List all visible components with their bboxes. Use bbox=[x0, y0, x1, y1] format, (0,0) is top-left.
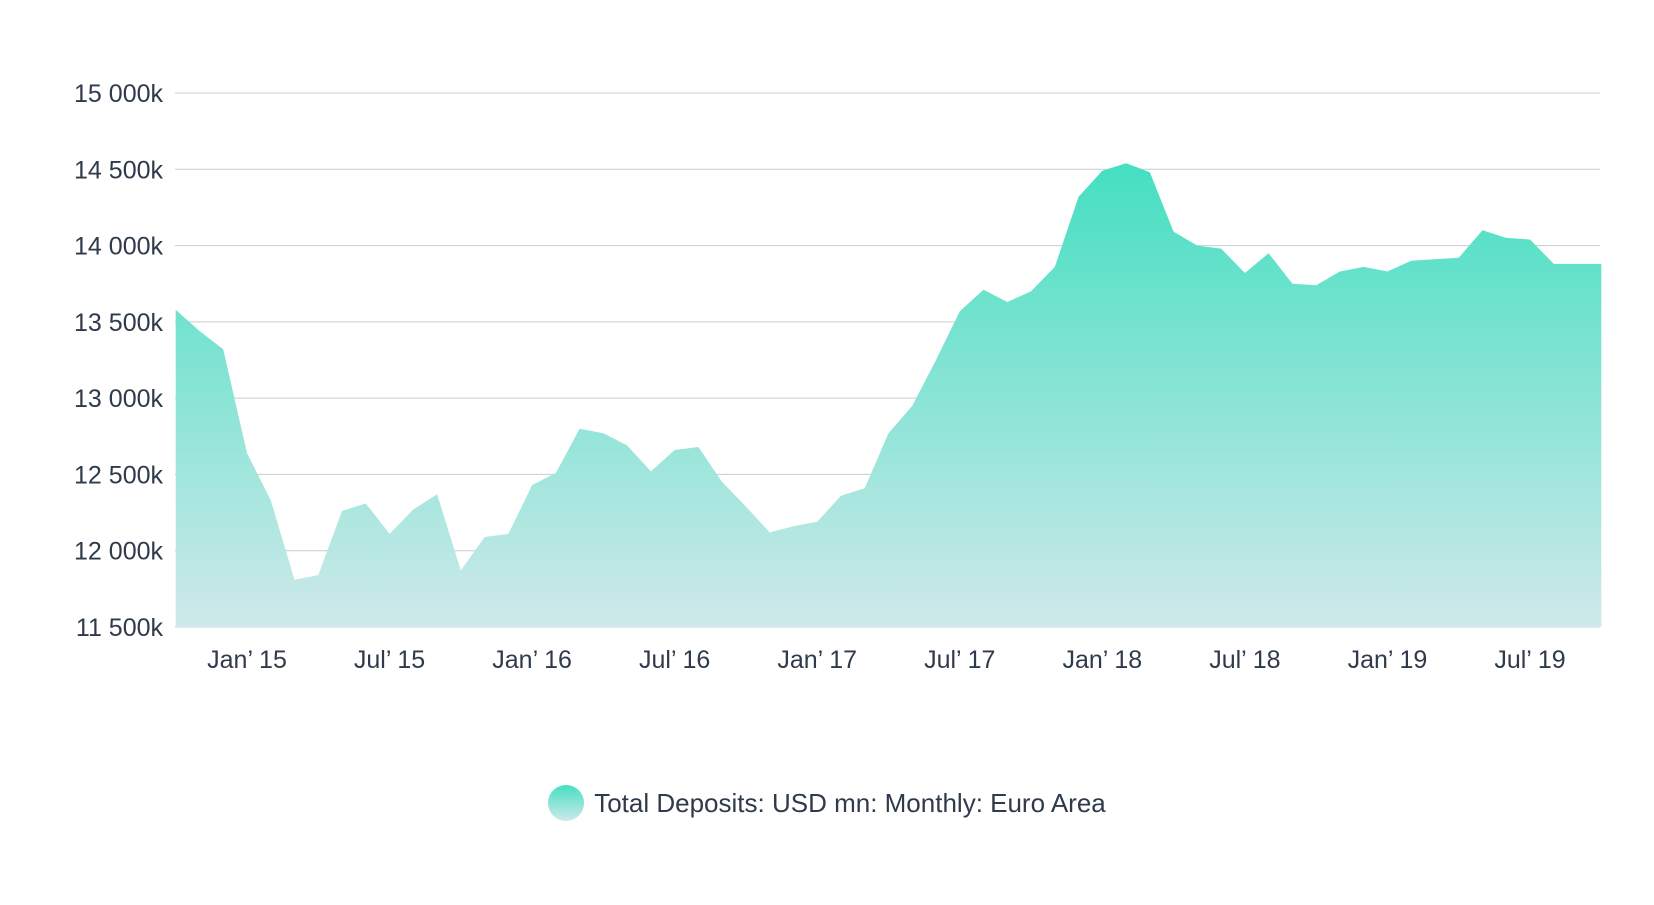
data-point bbox=[768, 530, 772, 534]
y-tick-label: 13 500k bbox=[74, 309, 163, 337]
y-axis-ticks: 15 000k 14 500k 14 000k 13 500k 13 000k 12 50… bbox=[74, 80, 163, 642]
data-point bbox=[1576, 262, 1580, 266]
data-point bbox=[221, 347, 225, 351]
data-point bbox=[1338, 270, 1342, 274]
data-point bbox=[1481, 228, 1485, 232]
legend-swatch bbox=[548, 785, 585, 821]
data-point bbox=[1243, 271, 1247, 275]
x-tick-label: Jan’ 17 bbox=[777, 646, 857, 674]
legend: Total Deposits: USD mn: Monthly: Euro Ar… bbox=[0, 785, 1654, 821]
x-axis-ticks: Jan’ 15 Jul’ 15 Jan’ 16 Jul’ 16 Jan’ 17 Jul’ … bbox=[207, 646, 1566, 674]
data-point bbox=[673, 448, 677, 452]
x-tick-label: Jul’ 19 bbox=[1494, 646, 1565, 674]
x-tick-label: Jan’ 19 bbox=[1348, 646, 1428, 674]
data-point bbox=[435, 492, 439, 496]
x-tick-label: Jul’ 18 bbox=[1209, 646, 1280, 674]
data-point bbox=[269, 498, 273, 502]
data-point bbox=[934, 358, 938, 362]
data-point bbox=[720, 480, 724, 484]
data-point bbox=[1599, 262, 1603, 266]
data-point bbox=[316, 573, 320, 577]
data-point bbox=[1385, 270, 1389, 274]
data-point bbox=[198, 329, 202, 333]
y-tick-label: 15 000k bbox=[74, 80, 163, 108]
data-point bbox=[578, 427, 582, 431]
data-point bbox=[364, 501, 368, 505]
y-tick-label: 12 000k bbox=[74, 538, 163, 566]
data-point bbox=[1457, 256, 1461, 260]
data-point bbox=[483, 535, 487, 539]
data-point bbox=[506, 532, 510, 536]
data-point bbox=[1148, 170, 1152, 174]
data-point bbox=[174, 308, 178, 312]
x-tick-label: Jan’ 15 bbox=[207, 646, 287, 674]
x-tick-label: Jul’ 16 bbox=[639, 646, 710, 674]
data-point bbox=[1528, 238, 1532, 242]
data-point bbox=[744, 505, 748, 509]
x-tick-label: Jan’ 16 bbox=[492, 646, 572, 674]
area-series-total-deposits bbox=[175, 163, 1602, 627]
data-point bbox=[649, 469, 653, 473]
x-tick-label: Jan’ 18 bbox=[1062, 646, 1142, 674]
data-point bbox=[696, 445, 700, 449]
data-point bbox=[1029, 289, 1033, 293]
x-tick-label: Jul’ 15 bbox=[354, 646, 425, 674]
x-tick-label: Jul’ 17 bbox=[924, 646, 995, 674]
data-point bbox=[792, 524, 796, 528]
data-point bbox=[625, 443, 629, 447]
y-tick-label: 14 000k bbox=[74, 233, 163, 261]
data-point bbox=[958, 309, 962, 313]
y-tick-label: 14 500k bbox=[74, 156, 163, 184]
data-point bbox=[554, 471, 558, 475]
data-point bbox=[1314, 283, 1318, 287]
y-tick-label: 11 500k bbox=[76, 614, 164, 642]
data-point bbox=[530, 483, 534, 487]
data-point bbox=[1552, 262, 1556, 266]
data-point bbox=[910, 404, 914, 408]
data-point bbox=[1504, 236, 1508, 240]
data-point bbox=[1053, 265, 1057, 269]
data-point bbox=[863, 486, 867, 490]
y-tick-label: 13 000k bbox=[74, 385, 163, 413]
data-point bbox=[388, 532, 392, 536]
data-point bbox=[1100, 169, 1104, 173]
data-point bbox=[815, 520, 819, 524]
data-point bbox=[1124, 161, 1128, 165]
data-point bbox=[1005, 300, 1009, 304]
data-point bbox=[245, 451, 249, 455]
series-area bbox=[174, 161, 1603, 627]
y-tick-label: 12 500k bbox=[74, 461, 163, 489]
data-point bbox=[1362, 265, 1366, 269]
data-point bbox=[459, 569, 463, 573]
data-point bbox=[1172, 230, 1176, 234]
data-point bbox=[839, 494, 843, 498]
data-point bbox=[601, 431, 605, 435]
data-point bbox=[411, 508, 415, 512]
data-point bbox=[1077, 195, 1081, 199]
data-point bbox=[1433, 257, 1437, 261]
data-point bbox=[1219, 247, 1223, 251]
data-point bbox=[1195, 244, 1199, 248]
legend-label: Total Deposits: USD mn: Monthly: Euro Ar… bbox=[594, 787, 1106, 818]
data-point bbox=[293, 578, 297, 582]
data-point bbox=[982, 288, 986, 292]
data-point bbox=[1290, 282, 1294, 286]
data-point bbox=[1267, 251, 1271, 255]
data-point bbox=[340, 509, 344, 513]
data-point bbox=[887, 431, 891, 435]
data-point bbox=[1409, 259, 1413, 263]
